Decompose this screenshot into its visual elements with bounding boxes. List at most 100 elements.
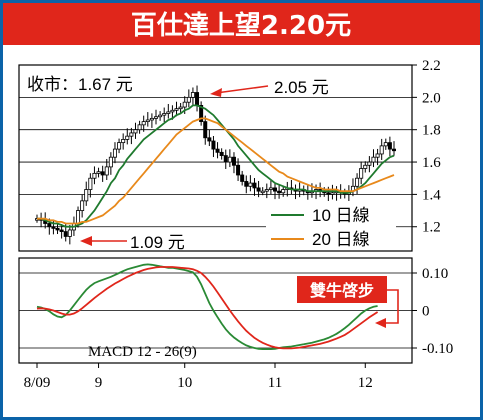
- candle-body: [129, 132, 134, 137]
- candle-body: [367, 161, 372, 166]
- candle-body: [231, 156, 236, 166]
- candle-body: [195, 92, 200, 106]
- candle-body: [88, 177, 93, 190]
- low-arrow-head: [80, 236, 92, 246]
- x-tick-label: 12: [358, 375, 373, 391]
- macd-label: MACD 12 - 26(9): [88, 344, 197, 360]
- candle-body: [186, 96, 191, 103]
- candle-body: [47, 223, 52, 228]
- candle-body: [355, 177, 360, 187]
- candle-body: [108, 156, 113, 168]
- macd-line: [36, 263, 378, 351]
- candle-body: [326, 192, 331, 195]
- candle-body: [149, 117, 154, 121]
- candle-body: [117, 142, 122, 150]
- candle-body: [199, 105, 204, 123]
- close-label-bg: [23, 70, 163, 96]
- macd-y-tick-label: -0.10: [422, 341, 453, 357]
- low-annotation: 1.09 元: [130, 233, 185, 252]
- high-arrow-line: [215, 85, 269, 94]
- high-annotation: 2.05 元: [274, 78, 329, 97]
- candle-body: [215, 148, 220, 153]
- signal-badge: 雙牛啓步: [297, 276, 399, 328]
- badge-arrow-line: [383, 289, 399, 324]
- x-tick-label: 9: [95, 375, 103, 391]
- signal-line: [36, 266, 379, 350]
- low-annotation-group: 1.09 元: [80, 233, 185, 252]
- ma20-line: [37, 117, 395, 225]
- candle-body: [162, 113, 167, 116]
- candle-body: [359, 168, 364, 179]
- chart-title: 百仕達上望2.20元: [131, 11, 351, 41]
- candle-body: [174, 108, 179, 111]
- price-y-tick-labels: 1.2 1.4 1.6 1.8 2.0 2.2: [412, 58, 441, 236]
- candle-body: [112, 148, 117, 158]
- legend-bg: [266, 201, 396, 249]
- title-banner: [3, 3, 480, 45]
- price-y-tick-label: 2.2: [422, 58, 441, 74]
- candle-body: [203, 121, 208, 139]
- candle-body: [67, 229, 72, 237]
- high-annotation-group: 2.05 元: [210, 78, 329, 97]
- candle-body: [104, 166, 109, 176]
- candle-body: [375, 153, 380, 158]
- candle-body: [141, 121, 146, 126]
- candle-body: [190, 92, 195, 98]
- price-panel: [18, 64, 413, 252]
- price-y-tick-label: 1.4: [422, 187, 441, 203]
- high-arrow-head: [210, 88, 222, 97]
- candle-body: [80, 200, 85, 211]
- candle-body: [100, 171, 105, 176]
- candle-body: [244, 181, 249, 187]
- candle-body: [182, 101, 187, 108]
- macd-gridlines: [19, 272, 412, 349]
- candle-body: [170, 109, 175, 113]
- candle-body: [223, 155, 228, 163]
- badge-arrow-head: [375, 318, 386, 328]
- candle-body: [84, 189, 89, 202]
- candle-body: [133, 129, 138, 134]
- candle-body: [272, 187, 277, 192]
- x-tick-labels: 8/09 9 10 11 12: [24, 363, 373, 391]
- candle-body: [92, 172, 97, 179]
- candle-body: [59, 229, 64, 232]
- x-tick-label: 10: [177, 375, 192, 391]
- macd-y-tick-label: 0.10: [422, 266, 448, 282]
- x-tick-label: 8/09: [24, 375, 51, 391]
- candle-body: [236, 164, 241, 176]
- badge-text: 雙牛啓步: [310, 281, 374, 300]
- candle-body: [207, 137, 212, 142]
- candle-body: [211, 140, 216, 150]
- candle-body: [281, 189, 286, 194]
- candle-body: [153, 116, 158, 119]
- price-y-tick-label: 1.6: [422, 155, 441, 171]
- macd-y-tick-label: 0: [422, 304, 430, 320]
- candle-body: [379, 145, 384, 155]
- badge-bg: [297, 276, 387, 303]
- candle-body: [166, 111, 171, 114]
- candle-body: [268, 187, 273, 190]
- candle-body: [264, 189, 269, 192]
- candle-body: [125, 135, 130, 140]
- close-annotation: 收市：1.67 元: [27, 75, 133, 94]
- macd-y-tick-labels: 0.10 0 -0.10: [412, 266, 453, 357]
- candle-body: [96, 171, 101, 174]
- candle-body: [137, 124, 142, 131]
- legend-ma10-label: 10 日線: [312, 206, 370, 225]
- ma10-line: [37, 104, 395, 228]
- candle-body: [63, 231, 68, 237]
- candle-body: [178, 106, 183, 110]
- moving-average-lines: [37, 104, 395, 228]
- candle-body: [256, 187, 261, 192]
- price-y-tick-label: 1.2: [422, 220, 441, 236]
- candle-body: [330, 192, 335, 195]
- candle-body: [248, 182, 253, 187]
- candle-body: [219, 151, 224, 156]
- legend-ma20-label: 20 日線: [312, 230, 370, 249]
- candle-body: [391, 148, 396, 152]
- candle-body: [158, 114, 163, 118]
- candle-body: [121, 138, 126, 144]
